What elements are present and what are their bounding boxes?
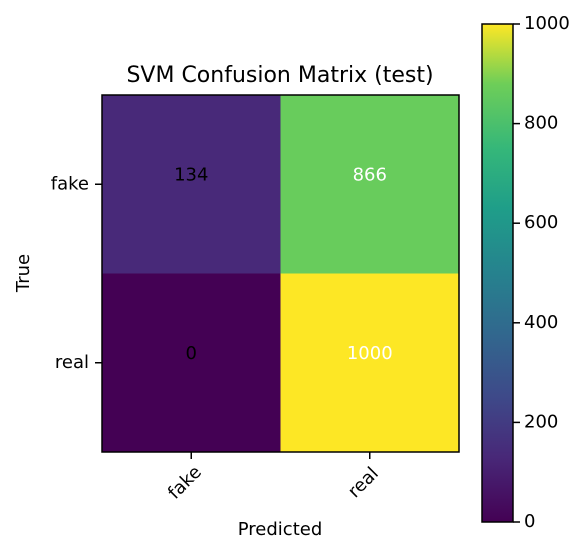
colorbar: 0 200 400 600 800 1000	[482, 13, 570, 532]
colorbar-tick-label-800: 800	[524, 113, 558, 134]
cell-value-real-fake: 0	[186, 343, 197, 364]
x-tick-label-real: real	[344, 463, 383, 502]
chart-title: SVM Confusion Matrix (test)	[126, 63, 433, 88]
colorbar-tick-label-600: 600	[524, 212, 558, 233]
y-tick-label-real: real	[55, 352, 89, 373]
colorbar-tick-label-0: 0	[524, 511, 535, 532]
colorbar-tick-label-200: 200	[524, 411, 558, 432]
colorbar-tick-label-1000: 1000	[524, 13, 570, 34]
colorbar-gradient	[482, 24, 513, 522]
y-axis-label: True	[13, 254, 34, 293]
cell-value-fake-real: 866	[353, 164, 387, 185]
x-tick-label-fake: fake	[164, 462, 206, 504]
cell-value-real-real: 1000	[347, 343, 393, 364]
heatmap-plot-area: 134 866 0 1000 fake real fake real	[51, 95, 459, 504]
y-tick-label-fake: fake	[51, 173, 89, 194]
cell-value-fake-fake: 134	[174, 164, 208, 185]
x-axis-label: Predicted	[238, 519, 323, 540]
colorbar-tick-label-400: 400	[524, 312, 558, 333]
